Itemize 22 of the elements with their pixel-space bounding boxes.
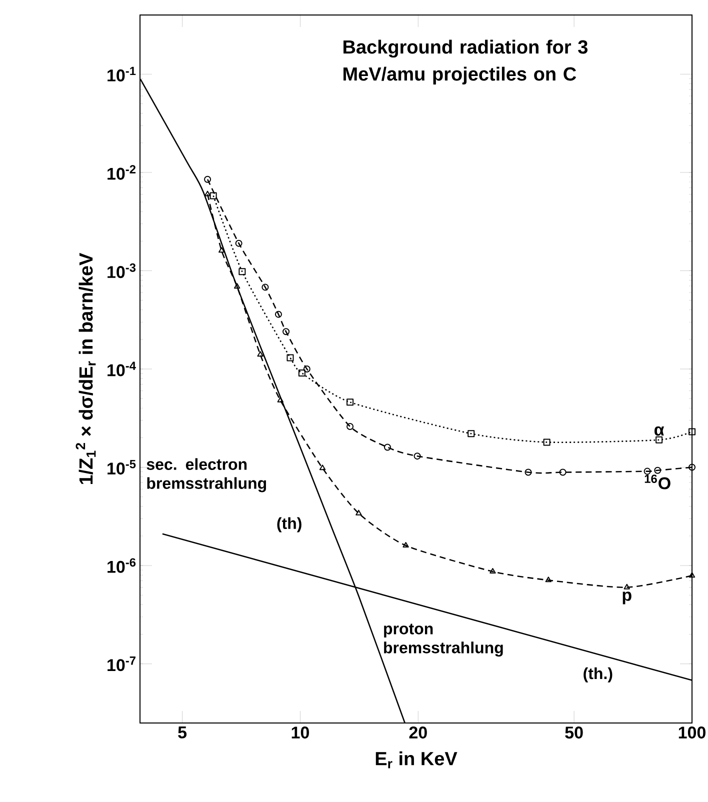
y-tick-label: 10$^{-6}$ — [108, 558, 136, 573]
series-label: $^{16}$O — [644, 474, 670, 490]
x-axis-title: E$_{r}$ in KeV — [376, 751, 458, 768]
annotation: sec. electron bremsstrahlung — [146, 458, 266, 492]
x-tick-label: 100 — [678, 726, 706, 739]
series-label: p — [622, 592, 632, 604]
y-tick-label: 10$^{-3}$ — [108, 263, 136, 278]
y-tick-label: 10$^{-7}$ — [108, 656, 136, 672]
annotation: proton bremsstrahlung — [384, 624, 503, 657]
annotation: (th.) — [584, 667, 612, 682]
series-label: α — [654, 426, 664, 436]
y-tick-label: 10$^{-1}$ — [108, 66, 136, 82]
x-tick-label: 50 — [565, 726, 583, 739]
annotation: (th) — [277, 517, 302, 532]
y-axis-title: 1/Z$_{1}$$^{2}$ × dσ/dE$_{r}$ in barn/keV — [76, 252, 96, 484]
x-tick-label: 10 — [292, 726, 309, 739]
y-tick-label: 10$^{-4}$ — [108, 362, 136, 376]
y-tick-label: 10$^{-5}$ — [108, 460, 136, 475]
text: Background radiation for 3 MeV/amu projectiles on C — [344, 40, 588, 84]
x-tick-label: 20 — [409, 726, 427, 739]
y-tick-label: 10$^{-2}$ — [108, 165, 136, 180]
x-tick-label: 5 — [178, 726, 187, 738]
